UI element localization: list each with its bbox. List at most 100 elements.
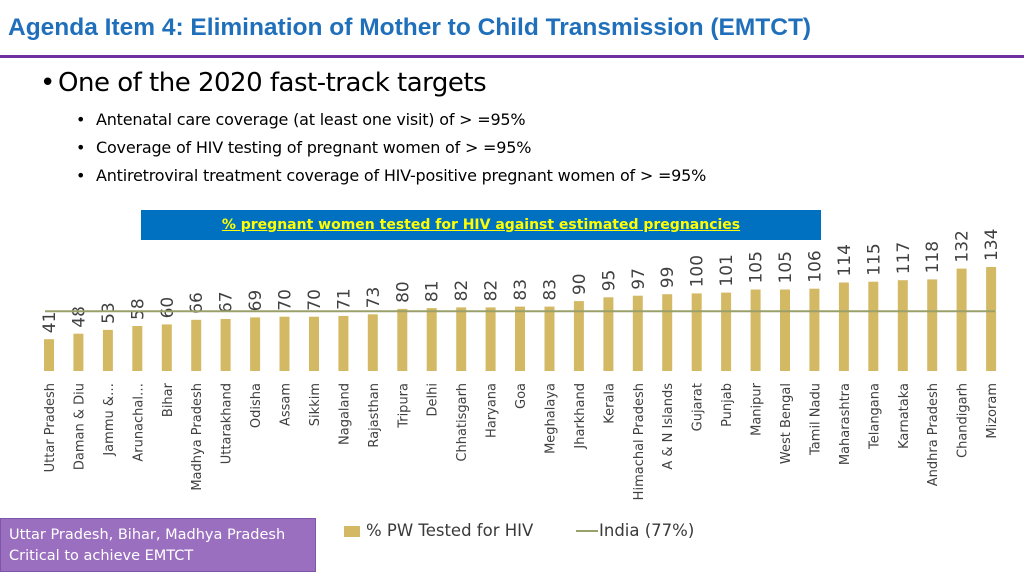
category-label-19: Jharkhand	[573, 383, 588, 450]
data-label-22: 99	[658, 267, 678, 289]
bar-24	[721, 292, 732, 371]
category-label-7: Uttarakhand	[220, 383, 235, 464]
bar-16	[485, 307, 496, 371]
category-label-17: Goa	[514, 383, 529, 409]
bar-15	[456, 307, 467, 371]
bar-14	[426, 308, 437, 371]
callout-line-1: Uttar Pradesh, Bihar, Madhya Pradesh	[9, 527, 286, 543]
data-label-32: 132	[953, 230, 973, 262]
bar-21	[632, 295, 643, 371]
data-label-17: 83	[511, 279, 531, 301]
category-label-23: Gujarat	[691, 383, 706, 431]
critical-states-callout: Uttar Pradesh, Bihar, Madhya Pradesh Cri…	[0, 518, 316, 572]
category-label-26: West Bengal	[779, 383, 794, 464]
data-label-7: 67	[217, 291, 237, 313]
category-label-16: Haryana	[485, 383, 500, 438]
category-label-14: Delhi	[426, 383, 441, 416]
bar-31	[927, 279, 938, 371]
category-label-8: Odisha	[249, 383, 264, 428]
target-item-hiv-testing: Coverage of HIV testing of pregnant wome…	[34, 134, 994, 162]
data-label-2: 48	[69, 306, 89, 328]
data-label-4: 58	[128, 298, 148, 320]
data-label-30: 117	[894, 242, 914, 274]
legend-line-label: India (77%)	[599, 521, 695, 540]
chart-title: % pregnant women tested for HIV against …	[221, 217, 741, 233]
data-label-3: 53	[99, 302, 119, 324]
data-label-23: 100	[688, 255, 708, 287]
bar-17	[515, 306, 525, 371]
bar-1	[44, 339, 54, 371]
bar-19	[573, 301, 584, 371]
bar-23	[691, 293, 702, 371]
data-label-9: 70	[276, 289, 296, 311]
bar-4	[132, 326, 143, 371]
bar-9	[279, 316, 290, 371]
data-label-18: 83	[541, 279, 561, 301]
bar-32	[956, 268, 967, 371]
bar-12	[367, 314, 378, 371]
category-label-24: Punjab	[720, 383, 735, 427]
legend-line-swatch	[576, 530, 598, 532]
bar-13	[397, 308, 408, 371]
targets-heading: One of the 2020 fast-track targets	[34, 66, 994, 100]
page-title: Agenda Item 4: Elimination of Mother to …	[8, 14, 812, 41]
bar-18	[544, 306, 555, 371]
data-label-5: 60	[158, 297, 178, 319]
bar-2	[73, 333, 84, 371]
category-label-2: Daman & Diu	[72, 383, 87, 470]
data-label-29: 115	[864, 243, 884, 275]
bar-29	[868, 281, 879, 371]
data-label-10: 70	[305, 289, 325, 311]
bar-27	[809, 288, 820, 371]
category-label-9: Assam	[279, 383, 294, 426]
data-label-1: 41	[40, 312, 60, 334]
data-label-14: 81	[423, 280, 443, 302]
bar-26	[780, 289, 790, 371]
data-label-33: 134	[982, 229, 1002, 261]
category-label-22: A & N Islands	[661, 383, 676, 470]
category-label-10: Sikkim	[308, 383, 323, 426]
data-label-25: 105	[747, 251, 767, 283]
category-label-32: Chandigarh	[956, 383, 971, 458]
bar-22	[662, 294, 673, 371]
bar-5	[161, 324, 172, 371]
category-label-15: Chhatisgarh	[455, 383, 470, 462]
bar-10	[309, 316, 319, 371]
data-label-20: 95	[599, 270, 619, 292]
legend-bar-label: % PW Tested for HIV	[366, 521, 534, 540]
category-label-25: Manipur	[750, 382, 765, 436]
category-label-29: Telangana	[867, 383, 882, 450]
data-label-12: 73	[364, 287, 384, 309]
bar-28	[838, 282, 849, 371]
category-label-5: Bihar	[161, 382, 176, 417]
data-label-6: 66	[187, 292, 207, 314]
bar-3	[102, 329, 113, 371]
bar-11	[338, 315, 349, 371]
data-label-16: 82	[482, 280, 502, 302]
bar-20	[603, 297, 614, 371]
data-label-8: 69	[246, 290, 266, 312]
data-label-19: 90	[570, 273, 590, 295]
category-label-28: Maharashtra	[838, 383, 853, 465]
category-label-21: Himachal Pradesh	[632, 383, 647, 500]
targets-sub-list: Antenatal care coverage (at least one vi…	[34, 106, 994, 190]
category-label-30: Karnataka	[897, 383, 912, 449]
bar-25	[750, 289, 761, 371]
data-label-28: 114	[835, 244, 855, 276]
targets-list: One of the 2020 fast-track targets Anten…	[34, 66, 994, 190]
category-label-6: Madhya Pradesh	[190, 383, 205, 491]
legend-bar-swatch	[344, 526, 360, 537]
data-label-26: 105	[776, 251, 796, 283]
category-label-4: Arunachal…	[131, 383, 146, 462]
data-label-11: 71	[334, 288, 354, 310]
category-label-20: Kerala	[602, 383, 617, 424]
data-label-31: 118	[923, 241, 943, 273]
bar-33	[986, 267, 997, 371]
category-label-3: Jammu &…	[102, 383, 117, 457]
data-label-24: 101	[717, 254, 737, 286]
target-item-art: Antiretroviral treatment coverage of HIV…	[34, 162, 994, 190]
category-label-11: Nagaland	[337, 383, 352, 445]
target-item-anc: Antenatal care coverage (at least one vi…	[34, 106, 994, 134]
bar-6	[191, 319, 202, 371]
